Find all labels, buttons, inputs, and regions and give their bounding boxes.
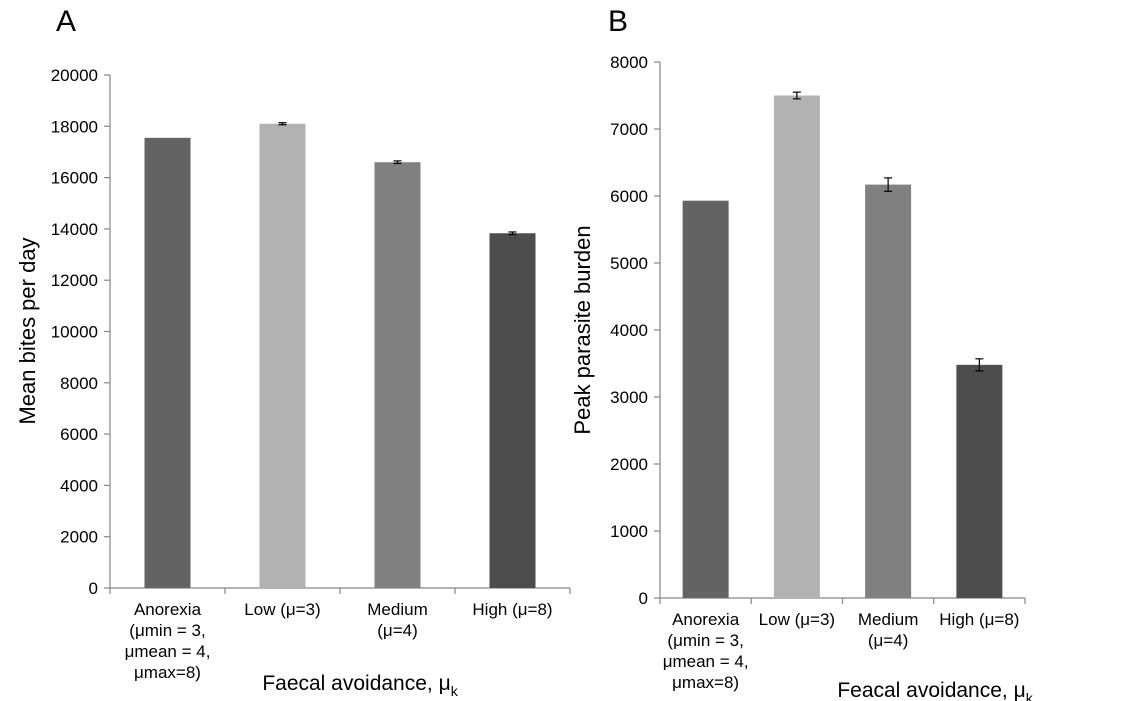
chart-b-category-label: High (μ=8) bbox=[939, 610, 1019, 629]
chart-a-x-axis-label: Faecal avoidance, μk bbox=[262, 672, 458, 699]
chart-a-y-tick-label: 6000 bbox=[60, 425, 98, 444]
chart-a: 0 2000 4000 6000 8000 10000 12000 14000 16000 180… bbox=[15, 66, 571, 699]
chart-b-category-label-line: High (μ=8) bbox=[939, 610, 1019, 629]
chart-a-y-tick-label: 18000 bbox=[51, 117, 98, 136]
chart-a-category-label-line: μmean = 4, bbox=[125, 642, 211, 661]
chart-b-category-label: Medium (μ=4) bbox=[858, 610, 918, 650]
chart-b: 0 1000 2000 3000 4000 5000 6000 7000 8000 Anorexi… bbox=[570, 53, 1034, 701]
chart-b-y-axis-label: Peak parasite burden bbox=[570, 225, 595, 434]
chart-a-category-label-line: (μ=4) bbox=[377, 621, 418, 640]
chart-b-y-tick-label: 0 bbox=[639, 589, 648, 608]
chart-b-y-tick-label: 3000 bbox=[610, 388, 648, 407]
chart-a-y-tick-label: 8000 bbox=[60, 374, 98, 393]
chart-a-x-axis-label-sub: k bbox=[451, 683, 459, 699]
chart-a-category-label-line: μmax=8) bbox=[134, 663, 201, 682]
chart-b-category-label: Anorexia (μmin = 3, μmean = 4, μmax=8) bbox=[663, 610, 749, 692]
chart-b-y-tick-label: 5000 bbox=[610, 254, 648, 273]
chart-b-x-axis-label-main: Feacal avoidance, μ bbox=[837, 679, 1025, 701]
chart-a-y-tick-label: 2000 bbox=[60, 528, 98, 547]
chart-b-x-axis-label-sub: k bbox=[1026, 690, 1034, 701]
panel-a-label: A bbox=[56, 5, 77, 38]
chart-b-bar bbox=[865, 184, 912, 599]
chart-b-y-tick-label: 6000 bbox=[610, 187, 648, 206]
chart-b-x-axis-label: Feacal avoidance, μk bbox=[837, 679, 1033, 701]
chart-b-category-label-line: Anorexia bbox=[672, 610, 740, 629]
chart-b-category-label-line: (μ=4) bbox=[868, 631, 909, 650]
panel-b-label: B bbox=[608, 5, 629, 38]
chart-a-bar bbox=[374, 162, 421, 588]
chart-a-bar bbox=[259, 123, 306, 589]
chart-b-category-label: Low (μ=3) bbox=[759, 610, 835, 629]
chart-b-bar bbox=[956, 364, 1003, 598]
chart-a-y-tick-label: 10000 bbox=[51, 323, 98, 342]
chart-a-bar bbox=[489, 233, 536, 588]
chart-b-bar bbox=[682, 200, 729, 598]
chart-b-category-label-line: μmean = 4, bbox=[663, 652, 749, 671]
chart-a-y-tick-label: 0 bbox=[89, 579, 98, 598]
chart-b-category-label-line: (μmin = 3, bbox=[667, 631, 743, 650]
chart-a-category-label-line: (μmin = 3, bbox=[129, 621, 205, 640]
chart-b-bar bbox=[773, 95, 820, 598]
chart-a-y-tick-label: 14000 bbox=[51, 220, 98, 239]
chart-b-y-tick-label: 1000 bbox=[610, 522, 648, 541]
chart-a-y-tick-label: 16000 bbox=[51, 169, 98, 188]
chart-a-bar bbox=[144, 137, 191, 588]
chart-b-y-tick-label: 4000 bbox=[610, 321, 648, 340]
chart-b-category-label-line: Medium bbox=[858, 610, 918, 629]
chart-a-category-label-line: Medium bbox=[367, 600, 427, 619]
chart-a-category-label-line: Anorexia bbox=[134, 600, 202, 619]
chart-b-y-tick-label: 2000 bbox=[610, 455, 648, 474]
chart-a-y-tick-label: 4000 bbox=[60, 476, 98, 495]
chart-b-category-label-line: μmax=8) bbox=[672, 673, 739, 692]
chart-b-y-tick-label: 8000 bbox=[610, 53, 648, 72]
chart-b-category-label-line: Low (μ=3) bbox=[759, 610, 835, 629]
chart-a-category-label: Low (μ=3) bbox=[244, 600, 320, 619]
chart-a-category-label-line: Low (μ=3) bbox=[244, 600, 320, 619]
chart-a-category-label: Medium (μ=4) bbox=[367, 600, 427, 640]
chart-a-category-label-line: High (μ=8) bbox=[472, 600, 552, 619]
chart-a-y-axis-label: Mean bites per day bbox=[15, 237, 40, 424]
chart-a-y-tick-label: 20000 bbox=[51, 66, 98, 85]
chart-a-x-axis-label-main: Faecal avoidance, μ bbox=[262, 672, 450, 695]
chart-b-y-tick-label: 7000 bbox=[610, 120, 648, 139]
chart-a-y-tick-label: 12000 bbox=[51, 271, 98, 290]
chart-a-category-label: High (μ=8) bbox=[472, 600, 552, 619]
chart-a-category-label: Anorexia (μmin = 3, μmean = 4, μmax=8) bbox=[125, 600, 211, 682]
